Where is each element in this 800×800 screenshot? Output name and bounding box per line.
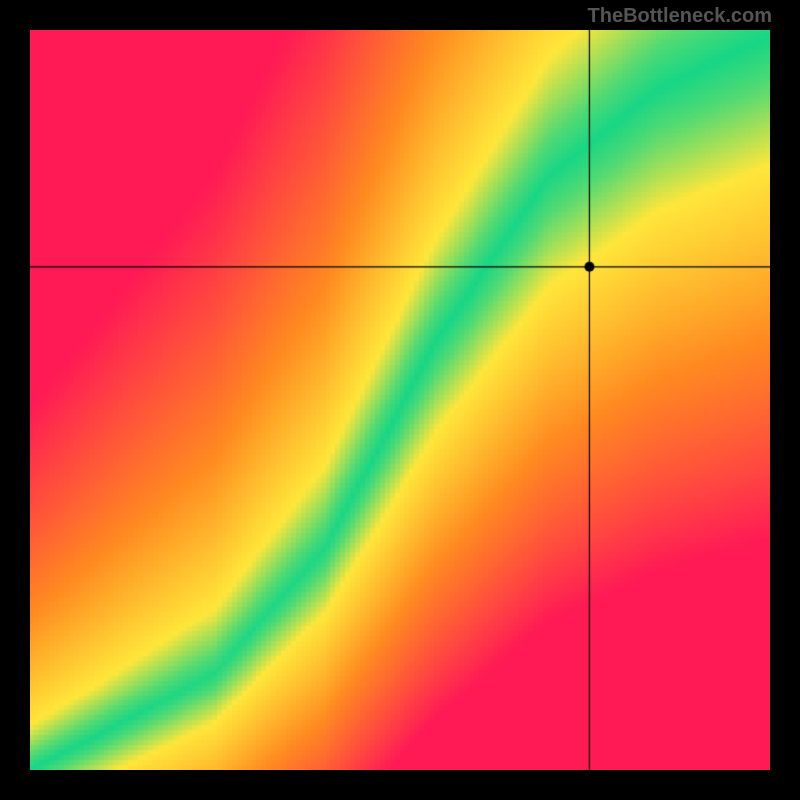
watermark-text: TheBottleneck.com [588, 5, 772, 28]
chart-container: TheBottleneck.com [0, 0, 800, 800]
bottleneck-heatmap [30, 30, 770, 770]
